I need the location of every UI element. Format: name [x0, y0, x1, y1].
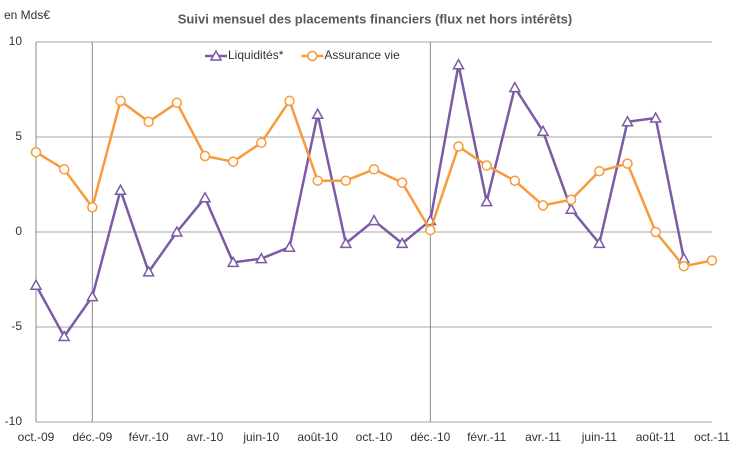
marker — [622, 158, 633, 169]
legend-label: Liquidités* — [228, 48, 284, 62]
x-tick-label: juin-10 — [242, 430, 279, 444]
marker — [367, 214, 381, 226]
marker — [115, 95, 126, 107]
marker — [226, 255, 240, 268]
marker — [340, 175, 352, 186]
marker — [209, 49, 223, 61]
marker — [199, 150, 211, 162]
y-tick-label: 0 — [15, 224, 22, 238]
marker — [143, 116, 154, 128]
marker — [114, 183, 127, 195]
marker — [170, 225, 184, 237]
marker — [30, 146, 42, 158]
series-line — [34, 64, 686, 339]
marker — [311, 107, 324, 119]
y-tick-label: 10 — [9, 34, 23, 48]
y-tick-label: 5 — [15, 129, 22, 143]
marker — [227, 156, 239, 167]
marker — [307, 50, 318, 62]
chart-title: Suivi mensuel des placements financiers … — [178, 11, 572, 26]
marker — [29, 278, 43, 290]
marker — [564, 202, 578, 214]
marker — [255, 252, 268, 264]
marker — [453, 141, 464, 152]
marker — [509, 175, 521, 186]
marker — [395, 236, 409, 249]
marker — [312, 175, 323, 186]
marker — [706, 255, 718, 266]
marker — [396, 177, 408, 188]
x-tick-label: août-10 — [297, 430, 338, 444]
marker — [536, 124, 550, 137]
x-tick-label: févr.-11 — [467, 430, 506, 444]
marker — [593, 236, 606, 249]
marker — [339, 236, 353, 249]
x-tick-label: août-11 — [636, 430, 676, 444]
marker — [480, 195, 493, 207]
marker — [621, 115, 634, 127]
x-tick-label: oct.-10 — [356, 430, 393, 444]
marker — [198, 191, 212, 203]
marker — [537, 200, 549, 211]
x-tick-label: déc.-10 — [410, 430, 450, 444]
unit-label: en Mds€ — [4, 8, 50, 22]
marker — [481, 160, 492, 171]
y-tick-label: -5 — [11, 319, 22, 333]
x-tick-label: oct.-11 — [694, 430, 730, 444]
marker — [58, 164, 70, 175]
marker — [565, 194, 577, 205]
y-tick-label: -10 — [5, 414, 23, 428]
marker — [87, 202, 98, 213]
marker — [284, 95, 295, 107]
marker — [425, 224, 436, 236]
marker — [649, 111, 662, 123]
x-tick-label: févr.-10 — [129, 430, 169, 444]
marker — [508, 81, 522, 93]
marker — [452, 58, 465, 70]
marker — [650, 226, 661, 238]
marker — [283, 240, 296, 252]
x-tick-label: déc.-09 — [72, 430, 112, 444]
marker — [256, 137, 267, 148]
marker — [57, 329, 71, 342]
x-tick-label: oct.-09 — [18, 430, 55, 444]
marker — [171, 97, 183, 109]
x-tick-label: avr.-11 — [525, 430, 561, 444]
marker — [142, 265, 155, 277]
marker — [594, 165, 605, 177]
marker — [678, 260, 690, 272]
x-tick-label: juin-11 — [581, 430, 617, 444]
marker — [368, 164, 380, 175]
legend-label: Assurance vie — [324, 48, 400, 62]
x-tick-label: avr.-10 — [187, 430, 224, 444]
marker — [86, 290, 99, 302]
